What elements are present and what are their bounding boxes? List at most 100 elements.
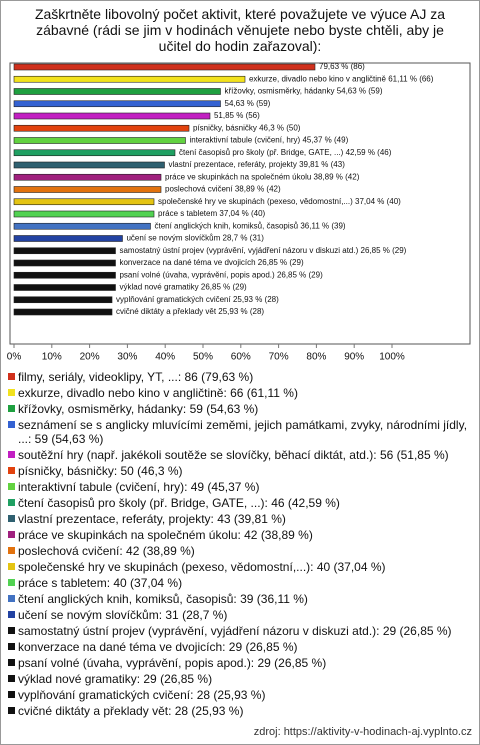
legend-item: poslechová cvičení: 42 (38,89 %) [8, 544, 472, 558]
bar-label: exkurze, divadlo nebo kino v angličtině … [249, 74, 434, 83]
bar-category: samostatný ústní projev (vyprávění, vyjá… [119, 246, 358, 255]
bar [13, 222, 151, 230]
bar-label: psaní volné (úvaha, vyprávění, popis apo… [119, 270, 323, 279]
legend-text: cvičné diktáty a překlady vět: 28 (25,93… [18, 704, 244, 718]
source: zdroj: https://aktivity-v-hodinach-aj.vy… [253, 726, 472, 738]
bar [13, 271, 116, 279]
legend-item: konverzace na dané téma ve dvojicích: 29… [8, 640, 472, 654]
bar-label: učení se novým slovíčkům 28,7 % (31) [126, 234, 264, 243]
legend-text: čtení anglických knih, komiksů, časopisů… [18, 592, 308, 606]
bar [13, 149, 176, 157]
value-label: 45,37 % (49) [302, 136, 348, 145]
bar-category: práce ve skupinkách na společném úkolu [165, 172, 311, 181]
bar-category: výklad nové gramatiky [119, 283, 198, 292]
bar-category: křížovky, osmisměrky, hádanky [225, 87, 335, 96]
legend-item: písničky, básničky: 50 (46,3 %) [8, 464, 472, 478]
x-tick-label: 30% [117, 352, 137, 363]
legend-text: společenské hry ve skupinách (pexeso, vě… [18, 560, 386, 574]
legend-swatch [8, 643, 15, 650]
bar [13, 173, 162, 181]
bar [13, 296, 113, 304]
legend-item: čtení časopisů pro školy (př. Bridge, GA… [8, 496, 472, 510]
legend-swatch [8, 373, 15, 380]
legend-item: učení se novým slovíčkům: 31 (28,7 %) [8, 608, 472, 622]
bar [13, 247, 116, 255]
bar-label: vlastní prezentace, referáty, projekty 3… [168, 160, 345, 169]
legend-swatch [8, 675, 15, 682]
legend-item: výklad nové gramatiky: 29 (26,85 %) [8, 672, 472, 686]
legend-item: soutěžní hry (např. jakékoli soutěže se … [8, 448, 472, 462]
legend-item: seznámení se s anglicky mluvícími zeměmi… [8, 418, 472, 446]
value-label: 25,93 % (28) [233, 295, 279, 304]
value-label: 42,59 % (46) [346, 148, 392, 157]
legend-item: cvičné diktáty a překlady vět: 28 (25,93… [8, 704, 472, 718]
value-label: 36,11 % (39) [300, 221, 346, 230]
value-label: 61,11 % (66) [388, 74, 434, 83]
bar [13, 210, 155, 218]
bar [13, 112, 211, 120]
bar-label: samostatný ústní projev (vyprávění, vyjá… [119, 246, 406, 255]
bar-label: 51,85 % (56) [214, 111, 260, 120]
legend-item: samostatný ústní projev (vyprávění, vyjá… [8, 624, 472, 638]
value-label: 54,63 % (59) [337, 87, 383, 96]
bar-category: učení se novým slovíčkům [126, 234, 220, 243]
chart: 0% 10% 20% 30% 40% 50% 60% 70% 80% 90% 100% 79,63 %… [7, 62, 471, 363]
bar [13, 235, 123, 242]
bar-label: interaktivní tabule (cvičení, hry) 45,37… [189, 136, 348, 145]
value-label: 39,81 % (43) [299, 160, 345, 169]
legend-swatch [8, 659, 15, 666]
legend-text: vlastní prezentace, referáty, projekty: … [18, 512, 286, 526]
bar-label: poslechová cvičení 38,89 % (42) [165, 185, 281, 194]
bar-label: písničky, básničky 46,3 % (50) [193, 123, 301, 132]
value-label: 46,3 % (50) [259, 123, 301, 132]
bar-label: konverzace na dané téma ve dvojicích 26,… [119, 258, 303, 267]
legend-swatch [8, 483, 15, 490]
legend-swatch [8, 467, 15, 474]
bar [13, 186, 162, 193]
legend-swatch [8, 531, 15, 538]
value-label: 51,85 % (56) [214, 111, 260, 120]
legend-item: exkurze, divadlo nebo kino v angličtině:… [8, 386, 472, 400]
legend-text: filmy, seriály, videoklipy, YT, ...: 86 … [18, 370, 254, 384]
bar-category: cvičné diktáty a překlady vět [116, 307, 217, 316]
bar [13, 100, 221, 108]
legend-text: seznámení se s anglicky mluvícími zeměmi… [18, 418, 468, 446]
bar-category: písničky, básničky [193, 123, 257, 132]
value-label: 79,63 % (86) [319, 62, 365, 71]
legend-swatch [8, 499, 15, 506]
legend-text: poslechová cvičení: 42 (38,89 %) [18, 544, 195, 558]
legend-item: společenské hry ve skupinách (pexeso, vě… [8, 560, 472, 574]
legend-text: psaní volné (úvaha, vyprávění, popis apo… [18, 656, 327, 670]
legend-item: křížovky, osmisměrky, hádanky: 59 (54,63… [8, 402, 472, 416]
bar-category: konverzace na dané téma ve dvojicích [119, 258, 255, 267]
legend-swatch [8, 515, 15, 522]
value-label: 37,04 % (40) [219, 209, 265, 218]
bar [13, 308, 113, 316]
x-tick-label: 80% [306, 352, 326, 363]
legend-item: práce ve skupinkách na společném úkolu: … [8, 528, 472, 542]
bar-label: výklad nové gramatiky 26,85 % (29) [119, 283, 247, 292]
legend-text: samostatný ústní projev (vyprávění, vyjá… [18, 624, 452, 638]
value-label: 37,04 % (40) [355, 197, 401, 206]
legend-text: písničky, básničky: 50 (46,3 %) [18, 464, 183, 478]
bar-label: 79,63 % (86) [319, 62, 365, 71]
bar-label: práce ve skupinkách na společném úkolu 3… [165, 172, 360, 181]
bar-label: práce s tabletem 37,04 % (40) [158, 209, 266, 218]
bar-category: vlastní prezentace, referáty, projekty [168, 160, 296, 169]
legend-text: práce ve skupinkách na společném úkolu: … [18, 528, 313, 542]
value-label: 28,7 % (31) [223, 234, 265, 243]
value-label: 25,93 % (28) [218, 307, 264, 316]
legend-item: vlastní prezentace, referáty, projekty: … [8, 512, 472, 526]
legend-text: učení se novým slovíčkům: 31 (28,7 %) [18, 608, 228, 622]
bar [13, 88, 221, 95]
legend-swatch [8, 547, 15, 554]
legend-text: vyplňování gramatických cvičení: 28 (25,… [18, 688, 266, 702]
legend-swatch [8, 627, 15, 634]
legend-text: čtení časopisů pro školy (př. Bridge, GA… [18, 496, 340, 510]
legend-text: soutěžní hry (např. jakékoli soutěže se … [18, 448, 449, 462]
x-tick-label: 100% [379, 352, 405, 363]
value-label: 26,85 % (29) [201, 283, 247, 292]
legend-swatch [8, 563, 15, 570]
legend-swatch [8, 707, 15, 714]
bar [13, 63, 316, 71]
